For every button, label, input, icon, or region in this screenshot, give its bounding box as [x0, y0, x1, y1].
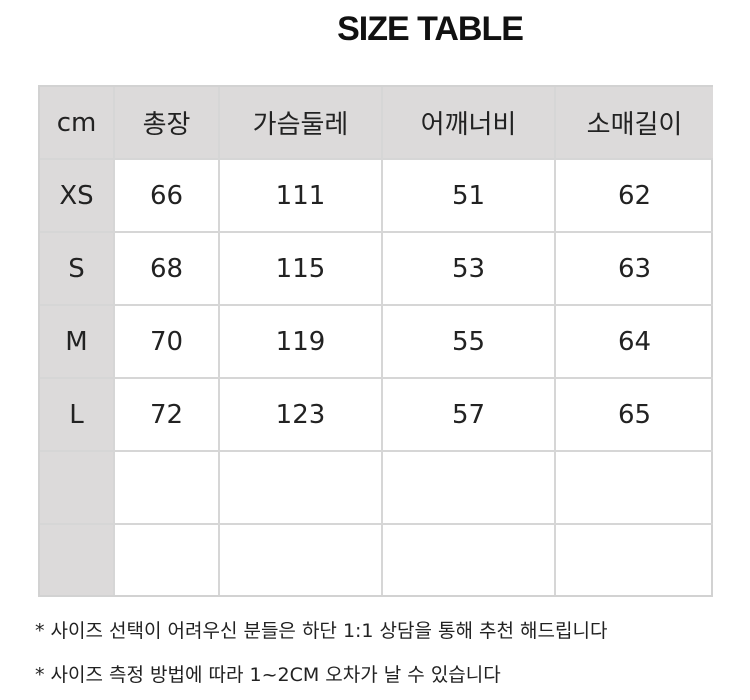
table-cell: 65: [556, 379, 713, 452]
note: * 사이즈 측정 방법에 따라 1~2CM 오차가 날 수 있습니다: [35, 664, 501, 686]
table-cell: 57: [383, 379, 556, 452]
empty-cell: [115, 452, 220, 525]
empty-cell: [40, 525, 115, 595]
empty-cell: [115, 525, 220, 595]
empty-cell: [383, 452, 556, 525]
header-cell: cm: [40, 87, 115, 160]
empty-cell: [556, 452, 713, 525]
table-cell: 51: [383, 160, 556, 233]
header-cell: 어깨너비: [383, 87, 556, 160]
table-cell: 115: [220, 233, 383, 306]
empty-cell: [220, 525, 383, 595]
table-cell: 119: [220, 306, 383, 379]
empty-cell: [383, 525, 556, 595]
size-label: S: [40, 233, 115, 306]
table-cell: 111: [220, 160, 383, 233]
header-cell: 소매길이: [556, 87, 713, 160]
table-cell: 64: [556, 306, 713, 379]
size-label: L: [40, 379, 115, 452]
table-cell: 66: [115, 160, 220, 233]
size-label: M: [40, 306, 115, 379]
table-cell: 62: [556, 160, 713, 233]
table-cell: 55: [383, 306, 556, 379]
size-table: cm 총장 가슴둘레 어깨너비 소매길이 XS 66 111 51 62 S 68 115 53 63 M 70…: [38, 85, 713, 597]
size-label: XS: [40, 160, 115, 233]
table-cell: 53: [383, 233, 556, 306]
header-cell: 총장: [115, 87, 220, 160]
note: * 사이즈 선택이 어려우신 분들은 하단 1:1 상담을 통해 추천 해드립니…: [35, 620, 608, 642]
table-cell: 68: [115, 233, 220, 306]
table-cell: 72: [115, 379, 220, 452]
empty-cell: [556, 525, 713, 595]
table-cell: 63: [556, 233, 713, 306]
empty-cell: [40, 452, 115, 525]
title: SIZE TABLE: [337, 10, 524, 48]
empty-cell: [220, 452, 383, 525]
table-cell: 70: [115, 306, 220, 379]
header-cell: 가슴둘레: [220, 87, 383, 160]
table-cell: 123: [220, 379, 383, 452]
